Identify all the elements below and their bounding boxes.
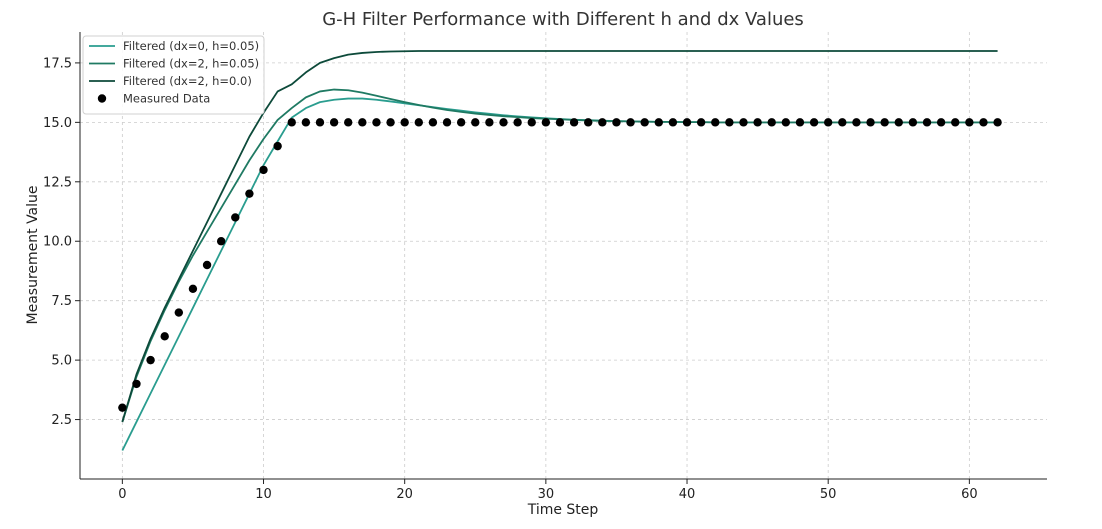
measured-point: [696, 118, 706, 127]
measured-point: [753, 118, 762, 127]
measured-point: [682, 118, 692, 127]
measured-point: [527, 118, 536, 127]
y-tick-label: 12.5: [43, 175, 72, 190]
measured-point: [400, 118, 409, 127]
measured-point: [993, 118, 1002, 127]
measured-point: [668, 118, 678, 127]
measured-point: [329, 118, 339, 127]
series-layer: [118, 50, 1002, 451]
measured-point: [386, 118, 395, 127]
measured-point: [795, 118, 805, 127]
measured-point: [922, 118, 932, 127]
legend-box: [82, 35, 265, 115]
measured-point: [216, 237, 226, 246]
measured-point: [951, 118, 960, 127]
measured-point: [781, 118, 791, 127]
measured-point: [513, 118, 522, 127]
chart-title: G-H Filter Performance with Different h …: [322, 9, 804, 30]
series-line-2: [121, 88, 998, 423]
y-tick-label: 5.0: [51, 354, 72, 369]
measured-point: [456, 118, 466, 127]
measured-point: [654, 118, 663, 127]
x-tick-label: 40: [679, 487, 696, 502]
measured-point: [273, 141, 282, 151]
x-tick-label: 30: [538, 487, 555, 502]
axes-layer: 0 10 20 30 40 50 60 2.5 5.0 7.5 10.0 12.5 15.0 17.5: [43, 32, 1047, 502]
measured-point: [739, 118, 748, 127]
legend-label: Filtered (dx=2, h=0.05): [123, 57, 259, 71]
measured-point: [414, 118, 424, 127]
measured-point: [499, 118, 508, 127]
measured-point: [301, 118, 311, 127]
measured-point: [245, 189, 254, 198]
x-tick-label: 10: [255, 487, 272, 502]
legend: Filtered (dx=0, h=0.05) Filtered (dx=2, h…: [82, 35, 265, 115]
measured-point: [809, 118, 819, 127]
measured-point: [485, 118, 494, 127]
measured-point: [315, 118, 325, 127]
measured-point: [569, 118, 579, 127]
measured-point: [838, 118, 847, 127]
x-tick-label: 0: [118, 487, 126, 502]
measured-point: [725, 118, 734, 127]
measured-point: [908, 118, 918, 127]
measured-point: [442, 118, 452, 127]
y-tick-label: 7.5: [51, 294, 72, 309]
measured-point: [287, 118, 296, 127]
measured-point: [118, 403, 127, 412]
measured-point: [965, 118, 974, 127]
measured-point: [174, 308, 184, 317]
measured-point: [640, 118, 649, 127]
measured-point: [146, 355, 155, 365]
measured-point: [344, 118, 353, 127]
x-tick-label: 60: [961, 487, 978, 502]
measured-point: [936, 118, 946, 127]
legend-label: Filtered (dx=0, h=0.05): [123, 39, 259, 53]
measured-point: [231, 213, 240, 222]
measured-point: [598, 118, 607, 127]
measured-point: [188, 284, 198, 293]
measured-point: [541, 118, 551, 127]
measured-point: [555, 118, 565, 127]
measured-point: [823, 118, 833, 127]
measured-point: [612, 118, 621, 127]
measured-point: [259, 165, 268, 175]
measured-point: [979, 118, 988, 127]
measured-point: [767, 118, 776, 127]
series-line-3: [121, 50, 998, 423]
x-tick-label: 50: [820, 487, 837, 502]
measured-point: [626, 118, 635, 127]
legend-label: Filtered (dx=2, h=0.0): [123, 74, 252, 88]
y-tick-label: 10.0: [43, 235, 72, 250]
measured-point: [894, 118, 903, 127]
measured-point: [202, 260, 212, 270]
measured-point: [866, 118, 875, 127]
y-tick-label: 17.5: [43, 56, 72, 71]
measured-point: [132, 379, 141, 389]
measured-point: [428, 118, 438, 127]
x-axis-label: Time Step: [527, 502, 599, 518]
y-tick-label: 15.0: [43, 116, 72, 131]
y-tick-label: 2.5: [51, 413, 72, 428]
measured-point: [711, 118, 720, 127]
measured-point: [852, 118, 861, 127]
legend-label: Measured Data: [123, 92, 210, 106]
legend-swatch-marker: [97, 94, 107, 103]
y-axis-label: Measurement Value: [25, 185, 41, 324]
measured-point: [880, 118, 889, 127]
measured-point: [584, 118, 593, 127]
measured-point: [372, 118, 381, 127]
measured-point: [160, 332, 169, 341]
x-tick-label: 20: [396, 487, 413, 502]
series-line-1: [121, 97, 998, 451]
measured-point: [471, 118, 480, 127]
measured-point: [358, 118, 367, 127]
